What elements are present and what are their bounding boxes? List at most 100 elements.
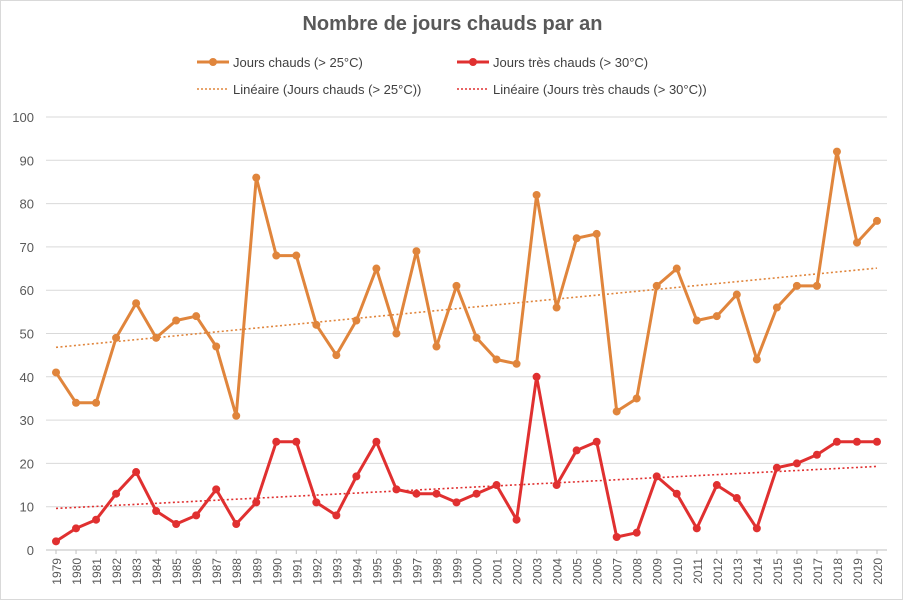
data-point [232, 411, 241, 420]
x-tick-label: 1999 [450, 558, 464, 585]
data-point [432, 342, 441, 351]
data-point [312, 498, 321, 507]
data-point [832, 437, 841, 446]
data-point [732, 494, 741, 503]
x-tick-label: 2011 [691, 558, 705, 584]
data-point [72, 398, 81, 407]
data-point [872, 437, 881, 446]
data-point [832, 147, 841, 156]
data-point [52, 537, 61, 546]
data-point [152, 333, 161, 342]
data-point [852, 238, 861, 247]
data-point [412, 247, 421, 256]
data-point [272, 251, 281, 260]
x-tick-label: 1985 [170, 558, 184, 585]
y-tick-label: 100 [12, 110, 34, 125]
x-tick-label: 1995 [370, 558, 384, 585]
x-tick-label: 2016 [791, 558, 805, 585]
x-tick-label: 1988 [230, 558, 244, 585]
data-point [652, 472, 661, 481]
data-point [692, 316, 701, 325]
data-point [752, 524, 761, 533]
x-tick-label: 1981 [90, 558, 104, 585]
data-point [792, 459, 801, 468]
data-point [332, 351, 341, 360]
y-tick-label: 40 [20, 370, 34, 385]
x-tick-label: 1990 [270, 558, 284, 585]
x-tick-label: 2017 [811, 558, 825, 585]
data-point [172, 316, 181, 325]
data-point [512, 515, 521, 524]
x-tick-label: 1991 [290, 558, 304, 585]
legend-swatch-trend-very-hot-days [457, 88, 489, 90]
y-tick-label: 10 [20, 500, 34, 515]
data-point [712, 481, 721, 490]
data-point [732, 290, 741, 299]
legend-label-hot-days: Jours chauds (> 25°C) [233, 55, 363, 70]
data-point [372, 264, 381, 273]
data-point [332, 511, 341, 520]
y-tick-label: 70 [20, 240, 34, 255]
legend-swatch-trend-hot-days [197, 88, 229, 90]
series-line-0 [54, 150, 879, 418]
data-point [292, 437, 301, 446]
data-point [552, 303, 561, 312]
x-tick-label: 2007 [611, 558, 625, 585]
x-tick-label: 2012 [711, 558, 725, 585]
data-point [252, 173, 261, 182]
y-tick-label: 30 [20, 413, 34, 428]
data-point [592, 437, 601, 446]
data-point [92, 515, 101, 524]
data-point [432, 489, 441, 498]
x-tick-label: 1996 [390, 558, 404, 585]
x-tick-label: 1992 [310, 558, 324, 585]
legend-label-trend-hot-days: Linéaire (Jours chauds (> 25°C)) [233, 82, 422, 97]
data-point [812, 281, 821, 290]
series-line-1 [55, 375, 877, 543]
x-tick-label: 1983 [130, 558, 144, 585]
x-tick-label: 1994 [350, 558, 364, 585]
data-point [632, 394, 641, 403]
data-point [792, 281, 801, 290]
x-tick-label: 2008 [631, 558, 645, 585]
x-tick-label: 2015 [771, 558, 785, 585]
x-tick-label: 1986 [190, 558, 204, 585]
data-point [312, 320, 321, 329]
x-tick-label: 2018 [831, 558, 845, 585]
x-tick-label: 1987 [210, 558, 224, 585]
legend-label-trend-very-hot-days: Linéaire (Jours très chauds (> 30°C)) [493, 82, 707, 97]
x-tick-label: 2003 [531, 558, 545, 585]
data-point [392, 329, 401, 338]
y-tick-label: 0 [27, 543, 34, 558]
data-point [532, 372, 541, 381]
data-point [652, 281, 661, 290]
x-tick-label: 2001 [491, 558, 505, 585]
x-tick-label: 1998 [430, 558, 444, 585]
data-point [212, 485, 221, 494]
data-point [612, 533, 621, 542]
data-point [112, 333, 121, 342]
data-point [212, 342, 221, 351]
x-tick-label: 1979 [50, 558, 64, 585]
legend-label-very-hot-days: Jours très chauds (> 30°C) [493, 55, 649, 70]
x-tick-label: 1993 [330, 558, 344, 585]
y-tick-label: 80 [20, 197, 34, 212]
x-tick-label: 2006 [591, 558, 605, 585]
data-point [452, 281, 461, 290]
x-tick-label: 2019 [851, 558, 865, 585]
data-point [392, 485, 401, 494]
x-tick-label: 1980 [70, 558, 84, 585]
data-point [372, 437, 381, 446]
x-tick-label: 2002 [511, 558, 525, 585]
legend-swatch-hot-days [197, 58, 229, 66]
x-tick-label: 2004 [551, 558, 565, 585]
data-point [772, 303, 781, 312]
data-point [692, 524, 701, 533]
data-point [572, 446, 581, 455]
data-point [772, 463, 781, 472]
data-point [132, 468, 141, 477]
data-point [512, 359, 521, 368]
x-tick-label: 2000 [471, 558, 485, 585]
data-point [472, 333, 481, 342]
